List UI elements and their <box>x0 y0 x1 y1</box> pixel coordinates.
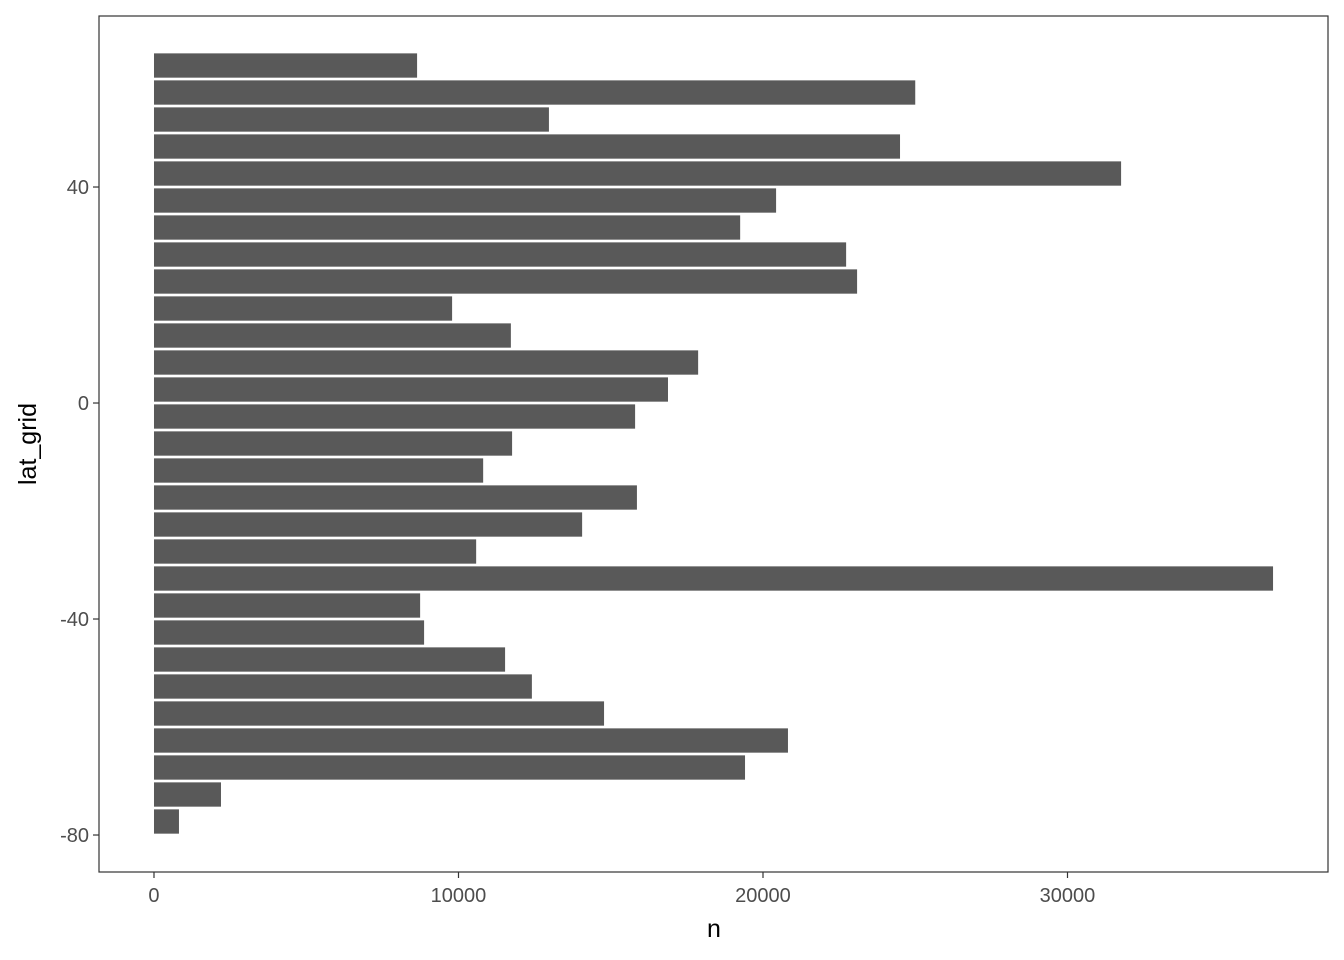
bar <box>153 431 513 456</box>
x-tick-label: 0 <box>148 885 159 907</box>
bar <box>153 269 858 294</box>
bar <box>153 674 532 699</box>
y-tick-label: -40 <box>60 609 89 631</box>
y-axis-title: lat_grid <box>14 403 42 485</box>
bar <box>153 647 506 672</box>
bar <box>153 458 484 483</box>
bar <box>153 107 549 132</box>
bar <box>153 80 916 105</box>
bar <box>153 755 746 780</box>
y-tick-label: 40 <box>67 177 89 199</box>
bar <box>153 701 605 726</box>
bar <box>153 620 425 645</box>
bar <box>153 512 583 537</box>
bar <box>153 296 453 321</box>
bar <box>153 134 901 159</box>
bar <box>153 566 1274 591</box>
x-tick-label: 30000 <box>1040 885 1096 907</box>
bar <box>153 485 637 510</box>
bar <box>153 350 699 375</box>
y-tick-label: 0 <box>78 393 89 415</box>
bar <box>153 215 741 240</box>
bar <box>153 161 1122 186</box>
bar <box>153 404 636 429</box>
bar <box>153 539 477 564</box>
bar <box>153 809 179 834</box>
x-axis-title: n <box>707 915 721 943</box>
x-tick-label: 20000 <box>735 885 791 907</box>
bar <box>153 377 668 402</box>
bar <box>153 188 777 213</box>
panel-border <box>98 15 1329 873</box>
x-tick-label: 10000 <box>431 885 487 907</box>
bar <box>153 593 421 618</box>
y-tick-label: -80 <box>60 825 89 847</box>
bar <box>153 242 847 267</box>
bar <box>153 53 418 78</box>
bar <box>153 782 221 807</box>
bar <box>153 323 511 348</box>
bar <box>153 728 788 753</box>
